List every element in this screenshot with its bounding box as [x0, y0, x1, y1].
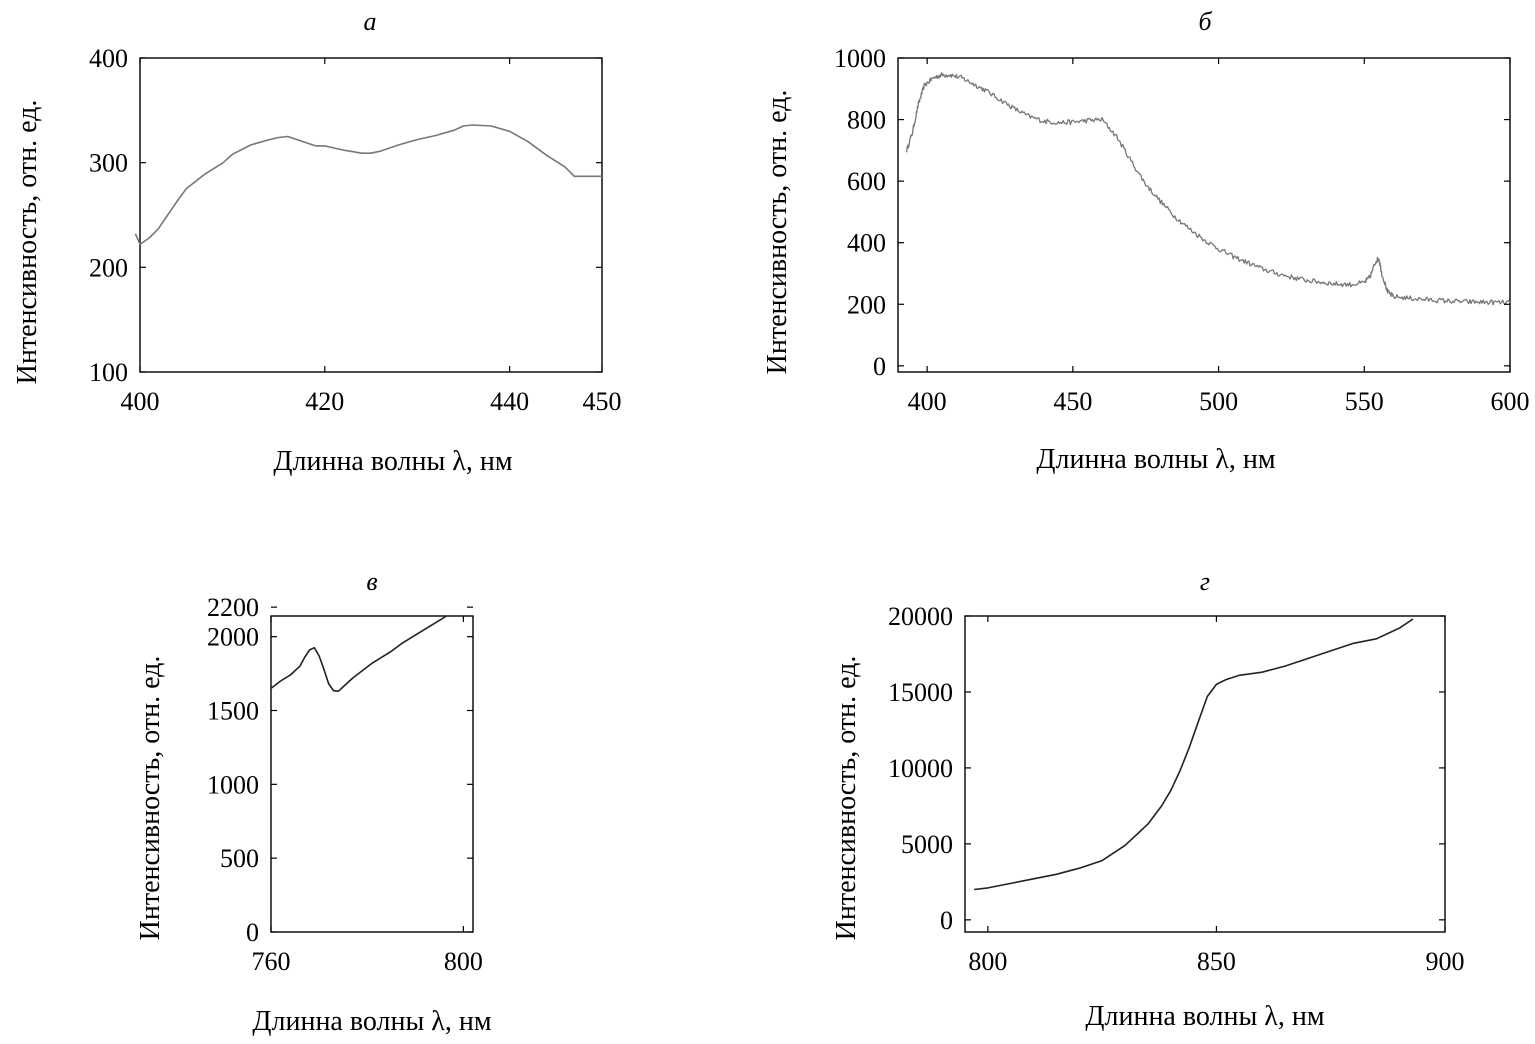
panel-b-ytick-label: 200: [847, 290, 886, 319]
panel-a-xlabel: Длинна волны λ, нм: [273, 446, 512, 477]
panel-a-ytick-label: 100: [89, 358, 128, 387]
panel-a-ytick-label: 300: [89, 149, 128, 178]
panel-b-xtick-label: 550: [1345, 387, 1384, 416]
panel-d-ticks: 800 850 900 0 5000 10000 15000 20000: [888, 602, 1465, 976]
panel-c-ytick-label: 1500: [207, 697, 259, 726]
panel-b-xtick-label: 450: [1053, 387, 1092, 416]
panel-d-series-0: [974, 618, 1414, 891]
panel-b-title: б: [1198, 7, 1212, 36]
panel-d-ytick-label: 20000: [888, 602, 953, 631]
panel-d-ytick-label: 15000: [888, 678, 953, 707]
panel-a-title: а: [364, 7, 377, 36]
panel-d-ytick-label: 5000: [901, 830, 953, 859]
panel-b-ytick-label: 0: [873, 352, 886, 381]
panel-d-xlabel: Длинна волны λ, нм: [1085, 1001, 1324, 1032]
panel-b-xtick-label: 600: [1491, 387, 1530, 416]
panel-c-marks: [270, 615, 447, 693]
panel-a-ytick-label: 400: [89, 44, 128, 73]
panel-a-ticks: 400 420 440 450 100 200 300 400: [89, 44, 622, 416]
panel-b-frame: [897, 57, 1511, 373]
panel-a-xtick-label: 420: [305, 387, 344, 416]
panel-a-frame: [139, 57, 603, 373]
panel-b-xtick-label: 500: [1199, 387, 1238, 416]
panel-a-xtick-label: 450: [583, 387, 622, 416]
panel-c-frame: [270, 615, 474, 933]
panel-c-ytick-label: 1000: [207, 770, 259, 799]
panel-b-marks: [906, 72, 1511, 306]
panel-c-xtick-label: 800: [444, 947, 483, 976]
panel-a-ylabel: Интенсивность, отн. ед.: [12, 100, 43, 385]
panel-b-ytick-label: 800: [847, 106, 886, 135]
panel-a: а 400 420 440 450 100 200 300 400 Длинна волны …: [12, 7, 622, 477]
panel-c-ytick-label: 500: [220, 844, 259, 873]
panel-c-series-0: [270, 615, 447, 693]
panel-b-ytick-label: 1000: [834, 44, 886, 73]
panel-b: б 400 450 500 550 600 0 200 400 600 800 1000 Длинн…: [762, 7, 1530, 475]
panel-d-ytick-label: 10000: [888, 754, 953, 783]
panel-c-ylabel: Интенсивность, отн. ед.: [135, 656, 166, 941]
panel-d-xtick-label: 850: [1197, 947, 1236, 976]
panel-d-ytick-label: 0: [940, 906, 953, 935]
panel-c-xlabel: Длинна волны λ, нм: [252, 1006, 491, 1037]
panel-b-series-0: [906, 72, 1511, 306]
panel-b-ticks: 400 450 500 550 600 0 200 400 600 800 1000: [834, 44, 1530, 416]
panel-a-xtick-label: 400: [121, 387, 160, 416]
panel-c-ytick-label: 2000: [207, 623, 259, 652]
panel-b-xtick-label: 400: [908, 387, 947, 416]
panel-d-xtick-label: 800: [968, 947, 1007, 976]
panel-d-xtick-label: 900: [1426, 947, 1465, 976]
panel-d-title: г: [1200, 567, 1210, 596]
panel-d-ylabel: Интенсивность, отн. ед.: [831, 656, 862, 941]
panel-d: г 800 850 900 0 5000 10000 15000 20000 Длинна в…: [831, 567, 1465, 1032]
panel-c-xtick-label: 760: [252, 947, 291, 976]
panel-a-ytick-label: 200: [89, 253, 128, 282]
panel-a-marks: [134, 124, 602, 246]
panel-c-ytick-label: 0: [246, 918, 259, 947]
panel-b-ylabel: Интенсивность, отн. ед.: [762, 90, 793, 375]
panel-a-series-0: [134, 124, 602, 246]
panel-b-ytick-label: 400: [847, 229, 886, 258]
panel-b-xlabel: Длинна волны λ, нм: [1036, 444, 1275, 475]
panel-a-xtick-label: 440: [490, 387, 529, 416]
panel-d-marks: [974, 618, 1414, 891]
panel-d-frame: [964, 615, 1446, 933]
panel-c-title: в: [366, 567, 377, 596]
panel-b-ytick-label: 600: [847, 167, 886, 196]
panel-c-ytick-label: 2200: [207, 593, 259, 622]
